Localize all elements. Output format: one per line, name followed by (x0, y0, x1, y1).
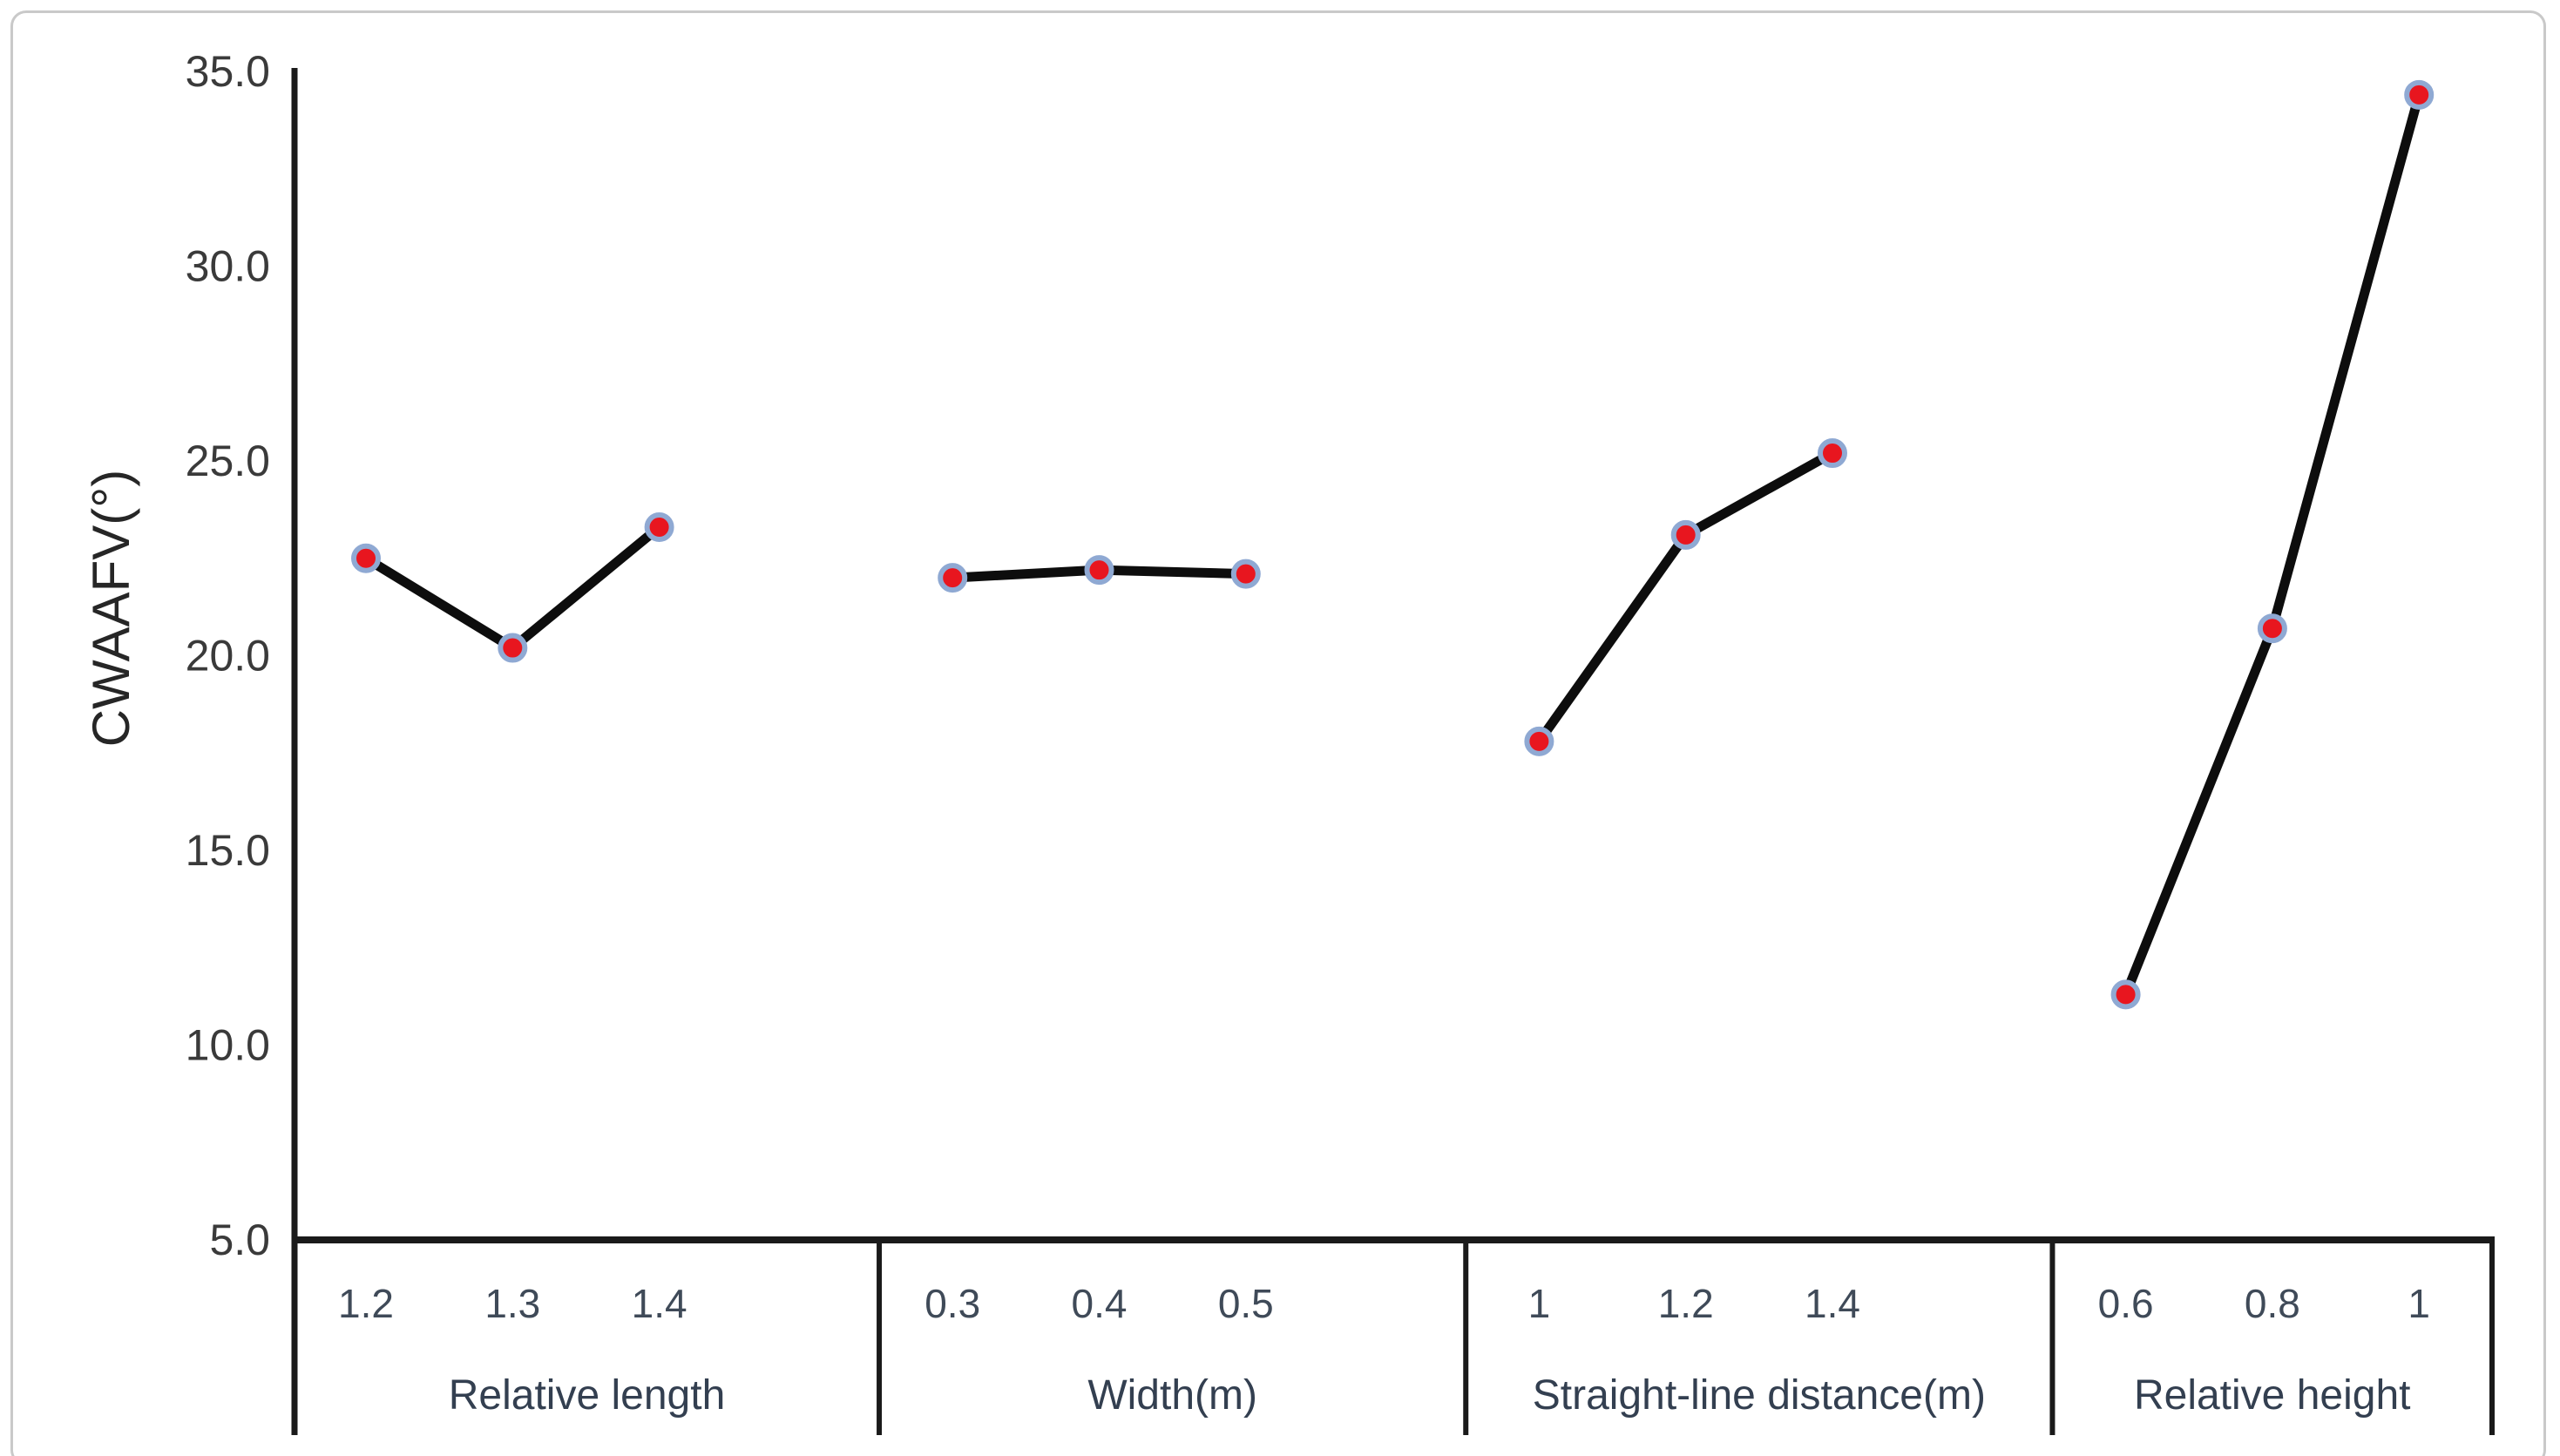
series-line (361, 522, 665, 654)
category-label: Straight-line distance(m) (1533, 1372, 1986, 1419)
x-tick-label: 0.4 (1072, 1281, 1128, 1326)
y-tick-label: 30.0 (186, 242, 270, 291)
data-point-marker (2404, 79, 2435, 110)
x-tick-label: 1 (2408, 1281, 2430, 1326)
series-layer (351, 79, 2435, 1010)
data-point-marker (644, 511, 674, 542)
x-tick-label: 1.2 (1658, 1281, 1714, 1326)
data-point-marker (1818, 438, 1847, 469)
x-tick-label: 0.8 (2245, 1281, 2300, 1326)
data-point-marker (1084, 555, 1114, 586)
data-point-marker (498, 633, 528, 663)
x-tick-label: 1.3 (484, 1281, 540, 1326)
y-tick-label: 35.0 (186, 47, 270, 96)
figure-frame (10, 10, 2546, 1456)
category-label: Relative length (449, 1372, 726, 1419)
labels-layer: 35.0 30.0 25.0 20.0 15.0 10.0 5.0 1.2 1.3 1.4 Rela… (186, 47, 2430, 1419)
y-tick-label: 25.0 (186, 437, 270, 485)
y-axis-title: CWAAFV(°) (82, 470, 140, 747)
y-tick-label: 10.0 (186, 1021, 270, 1070)
data-point-marker (938, 563, 968, 593)
axes-layer (291, 68, 2495, 1435)
x-tick-label: 1.2 (338, 1281, 394, 1326)
series-line (2121, 90, 2424, 999)
x-tick-label: 0.3 (924, 1281, 980, 1326)
x-tick-label: 1.4 (1805, 1281, 1860, 1326)
data-point-marker (1670, 519, 1701, 550)
data-point-marker (1230, 559, 1261, 589)
series-line (1534, 448, 1838, 747)
category-label: Width(m) (1087, 1372, 1257, 1419)
y-tick-label: 15.0 (186, 826, 270, 875)
category-label: Relative height (2134, 1372, 2411, 1419)
data-point-marker (2257, 613, 2287, 644)
y-tick-label: 5.0 (209, 1216, 270, 1264)
data-point-marker (2110, 979, 2141, 1010)
x-tick-label: 1 (1528, 1281, 1551, 1326)
data-point-marker (1524, 726, 1554, 756)
data-point-marker (351, 543, 381, 573)
x-tick-label: 0.6 (2098, 1281, 2154, 1326)
x-tick-label: 0.5 (1218, 1281, 1274, 1326)
x-tick-label: 1.4 (632, 1281, 687, 1326)
y-tick-label: 20.0 (186, 632, 270, 681)
